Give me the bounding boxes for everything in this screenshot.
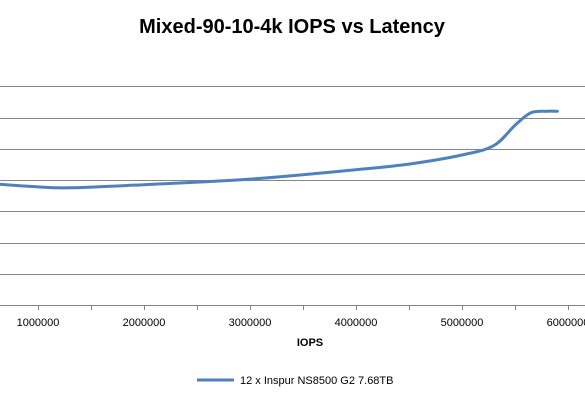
x-tick-label: 6000000 [547, 317, 585, 329]
series-layer [0, 109, 559, 190]
chart-title: Mixed-90-10-4k IOPS vs Latency [139, 16, 446, 38]
gridlines [0, 86, 585, 275]
x-tick-label: 4000000 [335, 317, 378, 329]
series-line-1 [0, 109, 559, 190]
x-axis-title: IOPS [297, 337, 323, 349]
x-tick-label: 1000000 [17, 317, 60, 329]
x-tick-label: 5000000 [441, 317, 484, 329]
x-tick-label: 2000000 [123, 317, 166, 329]
x-tick-label: 3000000 [229, 317, 272, 329]
legend: 12 x Inspur NS8500 G2 7.68TB [197, 375, 393, 387]
x-axis: 1000000 2000000 3000000 4000000 5000000 60000… [0, 305, 585, 329]
legend-label: 12 x Inspur NS8500 G2 7.68TB [240, 375, 393, 387]
